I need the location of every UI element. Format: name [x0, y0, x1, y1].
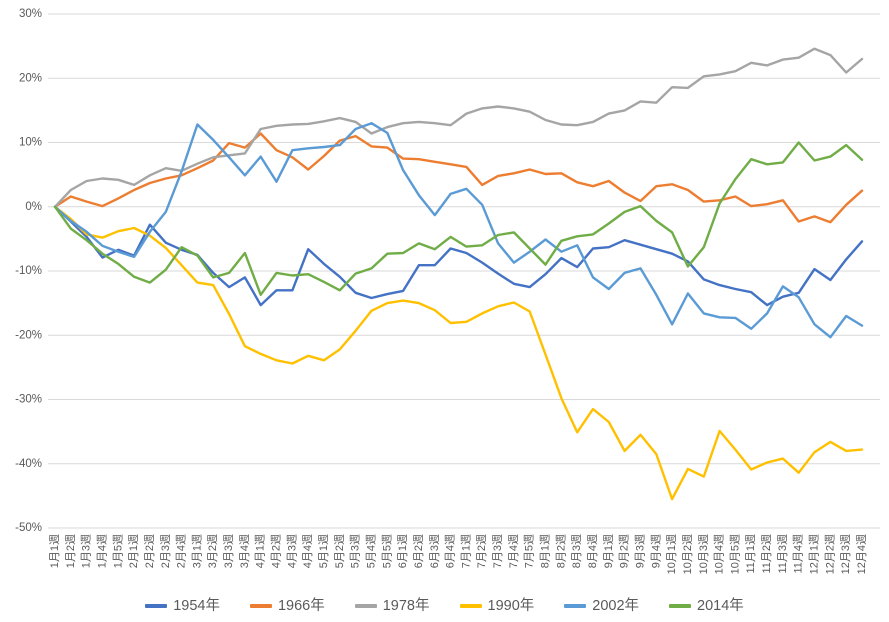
- legend-item-1966年: 1966年: [249, 597, 325, 614]
- legend-swatch-2014年: [669, 604, 692, 608]
- x-axis-tick-label: 6月1週: [396, 534, 409, 568]
- series-line-1978年: [53, 47, 864, 209]
- legend-swatch-2002年: [564, 604, 587, 608]
- x-axis-tick-label: 10月3週: [697, 534, 710, 574]
- y-axis-tick-label: -40%: [15, 458, 42, 470]
- x-axis-tick-label: 12月3週: [839, 534, 852, 574]
- x-axis-tick-label: 5月5週: [380, 534, 393, 568]
- x-axis-tick-label: 12月1週: [808, 534, 821, 574]
- x-axis-tick-label: 9月3週: [633, 534, 646, 568]
- y-axis-tick-label: -50%: [15, 522, 42, 534]
- x-axis-tick-label: 5月4週: [364, 534, 377, 568]
- legend-swatch-1966年: [249, 604, 272, 608]
- y-axis-tick-label: 20%: [19, 72, 42, 84]
- x-axis-tick-label: 4月4週: [301, 534, 314, 568]
- series-line-1966年: [53, 132, 864, 224]
- legend-item-2002年: 2002年: [564, 599, 639, 614]
- x-axis-tick-label: 1月5週: [111, 534, 124, 568]
- legend-label: 1954年: [173, 597, 220, 614]
- x-axis-tick-label: 9月1週: [602, 534, 615, 568]
- x-axis-tick-label: 7月3週: [491, 534, 504, 568]
- x-axis-tick-label: 12月2週: [823, 534, 836, 574]
- y-axis-tick-label: 10%: [19, 137, 42, 149]
- legend-label: 1990年: [487, 597, 535, 614]
- x-axis-tick-label: 9月2週: [618, 534, 631, 568]
- y-axis-tick-label: -10%: [15, 265, 42, 277]
- x-axis-tick-label: 7月2週: [475, 534, 488, 568]
- x-axis-tick-label: 5月3週: [349, 534, 362, 568]
- x-axis-tick-label: 5月2週: [333, 534, 346, 568]
- x-axis-tick-label: 9月4週: [649, 534, 662, 568]
- x-axis-tick-label: 2月1週: [127, 534, 140, 568]
- x-axis-tick-label: 8月4週: [586, 534, 599, 568]
- series-line-1990年: [53, 205, 864, 501]
- y-axis-tick-label: 0%: [25, 201, 42, 213]
- x-axis-tick-label: 5月1週: [317, 534, 330, 568]
- x-axis-tick-label: 4月1週: [254, 534, 267, 568]
- x-axis-tick-label: 2月4週: [175, 534, 188, 568]
- legend-swatch-1954年: [145, 604, 168, 608]
- x-axis-tick-label: 8月1週: [539, 534, 552, 568]
- x-axis-tick-label: 10月1週: [665, 534, 678, 574]
- x-axis-tick-label: 6月3週: [428, 534, 441, 568]
- x-axis-tick-label: 3月4週: [238, 534, 251, 568]
- x-axis-tick-label: 1月4週: [95, 534, 108, 568]
- x-axis-tick-label: 3月2週: [206, 534, 219, 568]
- x-axis-tick-label: 4月2週: [270, 534, 283, 568]
- series-line-2002年: [53, 121, 864, 339]
- y-axis-tick-label: 30%: [19, 8, 42, 20]
- x-axis-tick-label: 11月2週: [760, 534, 773, 574]
- x-axis-tick-label: 6月4週: [444, 534, 457, 568]
- x-axis-tick-label: 11月3週: [776, 534, 789, 574]
- x-axis-tick-label: 7月1週: [459, 534, 472, 568]
- x-axis-tick-label: 6月2週: [412, 534, 425, 568]
- x-axis-tick-label: 11月4週: [792, 534, 805, 574]
- x-axis-tick-label: 1月1週: [48, 534, 61, 568]
- y-axis-tick-label: -20%: [15, 329, 42, 341]
- series-line-2014年: [53, 141, 864, 296]
- x-axis-tick-label: 12月4週: [855, 534, 868, 574]
- legend-item-2014年: 2014年: [669, 599, 744, 614]
- x-axis-tick-label: 11月1週: [744, 534, 757, 574]
- x-axis-tick-label: 2月2週: [143, 534, 156, 568]
- chart-legend: 1954年 1966年 1978年 1990年 2002年 2014年: [0, 592, 889, 620]
- x-axis-tick-label: 8月3週: [570, 534, 583, 568]
- y-axis-tick-label: -30%: [15, 394, 42, 406]
- legend-label: 1966年: [277, 597, 325, 614]
- x-axis-tick-label: 10月4週: [713, 534, 726, 574]
- x-axis-tick-label: 3月3週: [222, 534, 235, 568]
- legend-label: 2002年: [592, 597, 640, 614]
- x-axis-tick-label: 3月1週: [190, 534, 203, 568]
- legend-item-1954年: 1954年: [145, 599, 220, 614]
- legend-swatch-1990年: [459, 604, 482, 608]
- legend-item-1990年: 1990年: [459, 597, 535, 614]
- legend-label: 1978年: [382, 597, 430, 614]
- x-axis-tick-label: 1月2週: [64, 534, 77, 568]
- x-axis-tick-label: 8月2週: [554, 534, 567, 568]
- legend-swatch-1978年: [354, 604, 377, 608]
- x-axis-tick-label: 10月2週: [681, 534, 694, 574]
- x-axis-tick-label: 4月3週: [285, 534, 298, 568]
- legend-label: 2014年: [697, 597, 744, 614]
- legend-item-1978年: 1978年: [354, 597, 430, 614]
- x-axis-tick-label: 10月5週: [728, 534, 741, 574]
- x-axis-tick-label: 2月3週: [159, 534, 172, 568]
- x-axis-tick-label: 7月5週: [523, 534, 536, 568]
- x-axis-tick-label: 1月3週: [80, 534, 93, 568]
- x-axis-tick-label: 7月4週: [507, 534, 520, 568]
